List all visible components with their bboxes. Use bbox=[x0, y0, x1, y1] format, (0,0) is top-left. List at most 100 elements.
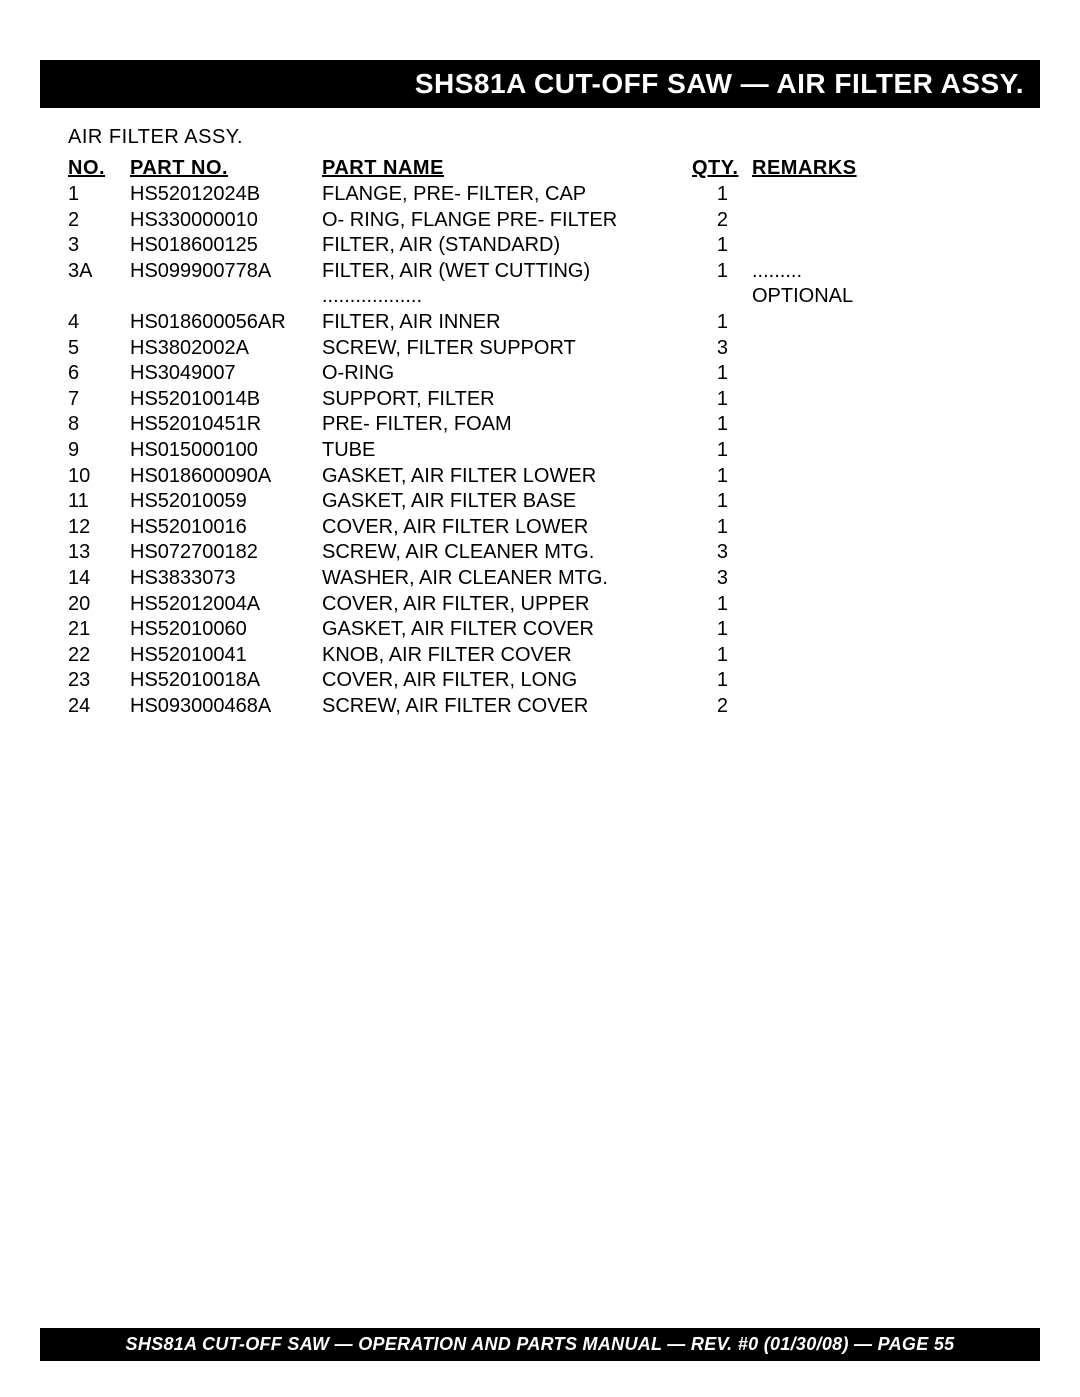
header-remarks: REMARKS bbox=[752, 157, 932, 182]
cell-no: 3A bbox=[68, 259, 130, 310]
cell-remarks bbox=[752, 233, 932, 259]
cell-qty: 1 bbox=[692, 489, 752, 515]
cell-qty: 1 bbox=[692, 515, 752, 541]
table-row: 11HS52010059GASKET, AIR FILTER BASE1 bbox=[68, 489, 932, 515]
cell-qty: 1 bbox=[692, 438, 752, 464]
cell-name: O-RING bbox=[322, 361, 692, 387]
section-subtitle: AIR FILTER ASSY. bbox=[68, 126, 1040, 149]
cell-name: TUBE bbox=[322, 438, 692, 464]
cell-no: 23 bbox=[68, 668, 130, 694]
cell-name: SUPPORT, FILTER bbox=[322, 387, 692, 413]
cell-qty: 2 bbox=[692, 208, 752, 234]
cell-name: GASKET, AIR FILTER LOWER bbox=[322, 464, 692, 490]
cell-partno: HS52012024B bbox=[130, 182, 322, 208]
cell-qty: 1 bbox=[692, 592, 752, 618]
cell-remarks bbox=[752, 668, 932, 694]
cell-qty: 1 bbox=[692, 412, 752, 438]
cell-no: 4 bbox=[68, 310, 130, 336]
cell-remarks bbox=[752, 540, 932, 566]
cell-partno: HS52010018A bbox=[130, 668, 322, 694]
cell-qty: 1 bbox=[692, 668, 752, 694]
leader-dots: .................. bbox=[322, 285, 422, 307]
cell-remarks bbox=[752, 694, 932, 720]
table-row: 8HS52010451RPRE- FILTER, FOAM1 bbox=[68, 412, 932, 438]
cell-qty: 1 bbox=[692, 259, 752, 310]
cell-no: 24 bbox=[68, 694, 130, 720]
cell-no: 9 bbox=[68, 438, 130, 464]
cell-name: O- RING, FLANGE PRE- FILTER bbox=[322, 208, 692, 234]
cell-partno: HS52010059 bbox=[130, 489, 322, 515]
cell-remarks bbox=[752, 643, 932, 669]
table-row: 6HS3049007O-RING1 bbox=[68, 361, 932, 387]
cell-qty: 1 bbox=[692, 387, 752, 413]
cell-no: 14 bbox=[68, 566, 130, 592]
cell-remarks bbox=[752, 412, 932, 438]
cell-remarks bbox=[752, 438, 932, 464]
cell-qty: 1 bbox=[692, 310, 752, 336]
cell-remarks bbox=[752, 182, 932, 208]
cell-remarks bbox=[752, 515, 932, 541]
cell-no: 20 bbox=[68, 592, 130, 618]
cell-qty: 1 bbox=[692, 361, 752, 387]
cell-no: 12 bbox=[68, 515, 130, 541]
table-row: 7HS52010014BSUPPORT, FILTER1 bbox=[68, 387, 932, 413]
cell-qty: 3 bbox=[692, 336, 752, 362]
table-row: 3HS018600125FILTER, AIR (STANDARD)1 bbox=[68, 233, 932, 259]
cell-name: WASHER, AIR CLEANER MTG. bbox=[322, 566, 692, 592]
table-row: 21HS52010060GASKET, AIR FILTER COVER1 bbox=[68, 617, 932, 643]
cell-qty: 1 bbox=[692, 643, 752, 669]
cell-remarks bbox=[752, 617, 932, 643]
header-name: PART NAME bbox=[322, 157, 692, 182]
cell-remarks bbox=[752, 489, 932, 515]
cell-no: 10 bbox=[68, 464, 130, 490]
header-no: NO. bbox=[68, 157, 130, 182]
table-row: 22HS52010041KNOB, AIR FILTER COVER1 bbox=[68, 643, 932, 669]
cell-partno: HS3802002A bbox=[130, 336, 322, 362]
table-row: 14HS3833073WASHER, AIR CLEANER MTG.3 bbox=[68, 566, 932, 592]
page-title-bar: SHS81A CUT-OFF SAW — AIR FILTER ASSY. bbox=[40, 60, 1040, 108]
page-footer-bar: SHS81A CUT-OFF SAW — OPERATION AND PARTS… bbox=[40, 1328, 1040, 1361]
cell-remarks bbox=[752, 592, 932, 618]
cell-name: SCREW, AIR CLEANER MTG. bbox=[322, 540, 692, 566]
cell-partno: HS52012004A bbox=[130, 592, 322, 618]
cell-remarks bbox=[752, 566, 932, 592]
table-row: 13HS072700182SCREW, AIR CLEANER MTG.3 bbox=[68, 540, 932, 566]
cell-remarks: ......... OPTIONAL bbox=[752, 259, 932, 310]
header-qty: QTY. bbox=[692, 157, 752, 182]
cell-no: 13 bbox=[68, 540, 130, 566]
cell-qty: 1 bbox=[692, 233, 752, 259]
cell-partno: HS52010060 bbox=[130, 617, 322, 643]
cell-no: 1 bbox=[68, 182, 130, 208]
table-row: 10HS018600090AGASKET, AIR FILTER LOWER1 bbox=[68, 464, 932, 490]
cell-qty: 3 bbox=[692, 566, 752, 592]
cell-partno: HS018600056AR bbox=[130, 310, 322, 336]
cell-remarks bbox=[752, 464, 932, 490]
cell-partno: HS018600090A bbox=[130, 464, 322, 490]
cell-name: FILTER, AIR (WET CUTTING) ..............… bbox=[322, 259, 692, 310]
cell-qty: 1 bbox=[692, 464, 752, 490]
table-header-row: NO. PART NO. PART NAME QTY. REMARKS bbox=[68, 157, 932, 182]
parts-table: NO. PART NO. PART NAME QTY. REMARKS 1HS5… bbox=[68, 157, 932, 719]
cell-name: PRE- FILTER, FOAM bbox=[322, 412, 692, 438]
cell-partno: HS3833073 bbox=[130, 566, 322, 592]
table-row: 12HS52010016COVER, AIR FILTER LOWER1 bbox=[68, 515, 932, 541]
cell-partno: HS015000100 bbox=[130, 438, 322, 464]
cell-no: 22 bbox=[68, 643, 130, 669]
cell-name: FILTER, AIR INNER bbox=[322, 310, 692, 336]
cell-partno: HS3049007 bbox=[130, 361, 322, 387]
cell-name-text: FILTER, AIR (WET CUTTING) bbox=[322, 260, 590, 282]
cell-partno: HS52010041 bbox=[130, 643, 322, 669]
cell-remarks bbox=[752, 361, 932, 387]
cell-partno: HS330000010 bbox=[130, 208, 322, 234]
table-row: 2HS330000010O- RING, FLANGE PRE- FILTER2 bbox=[68, 208, 932, 234]
cell-qty: 1 bbox=[692, 617, 752, 643]
table-row: 1HS52012024BFLANGE, PRE- FILTER, CAP1 bbox=[68, 182, 932, 208]
table-row: 24HS093000468ASCREW, AIR FILTER COVER2 bbox=[68, 694, 932, 720]
cell-partno: HS52010014B bbox=[130, 387, 322, 413]
cell-name: FLANGE, PRE- FILTER, CAP bbox=[322, 182, 692, 208]
cell-no: 21 bbox=[68, 617, 130, 643]
cell-name: GASKET, AIR FILTER COVER bbox=[322, 617, 692, 643]
cell-no: 7 bbox=[68, 387, 130, 413]
cell-remarks bbox=[752, 387, 932, 413]
cell-name: COVER, AIR FILTER, LONG bbox=[322, 668, 692, 694]
